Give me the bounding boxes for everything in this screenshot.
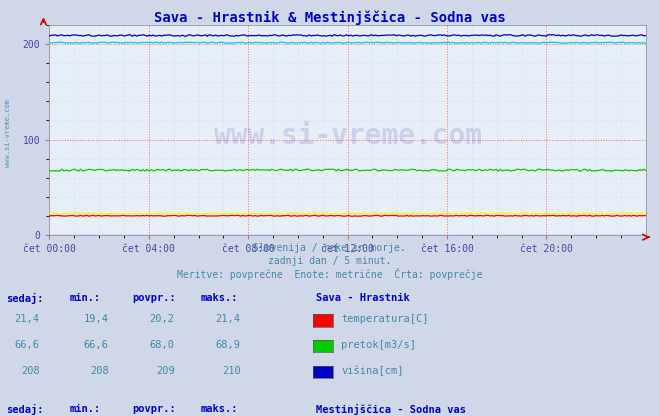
Text: 208: 208: [21, 366, 40, 376]
Text: povpr.:: povpr.:: [132, 293, 175, 303]
Text: www.si-vreme.com: www.si-vreme.com: [5, 99, 11, 167]
Text: min.:: min.:: [69, 293, 100, 303]
Text: 210: 210: [222, 366, 241, 376]
Text: Slovenija / reke in morje.: Slovenija / reke in morje.: [253, 243, 406, 253]
Text: 21,4: 21,4: [14, 314, 40, 324]
Text: Sava - Hrastnik & Mestinjščica - Sodna vas: Sava - Hrastnik & Mestinjščica - Sodna v…: [154, 10, 505, 25]
Text: 208: 208: [90, 366, 109, 376]
Text: 68,0: 68,0: [150, 340, 175, 350]
Text: zadnji dan / 5 minut.: zadnji dan / 5 minut.: [268, 256, 391, 266]
Text: 20,2: 20,2: [150, 314, 175, 324]
Text: pretok[m3/s]: pretok[m3/s]: [341, 340, 416, 350]
Text: www.si-vreme.com: www.si-vreme.com: [214, 122, 482, 150]
Text: maks.:: maks.:: [201, 293, 239, 303]
Text: povpr.:: povpr.:: [132, 404, 175, 414]
Text: višina[cm]: višina[cm]: [341, 365, 404, 376]
Text: temperatura[C]: temperatura[C]: [341, 314, 429, 324]
Text: Meritve: povprečne  Enote: metrične  Črta: povprečje: Meritve: povprečne Enote: metrične Črta:…: [177, 268, 482, 280]
Text: maks.:: maks.:: [201, 404, 239, 414]
Text: 68,9: 68,9: [215, 340, 241, 350]
Text: 209: 209: [156, 366, 175, 376]
Text: Mestinjščica - Sodna vas: Mestinjščica - Sodna vas: [316, 404, 467, 415]
Text: 19,4: 19,4: [84, 314, 109, 324]
Text: 66,6: 66,6: [84, 340, 109, 350]
Text: sedaj:: sedaj:: [7, 293, 44, 305]
Text: 66,6: 66,6: [14, 340, 40, 350]
Text: sedaj:: sedaj:: [7, 404, 44, 415]
Text: min.:: min.:: [69, 404, 100, 414]
Text: Sava - Hrastnik: Sava - Hrastnik: [316, 293, 410, 303]
Text: 21,4: 21,4: [215, 314, 241, 324]
